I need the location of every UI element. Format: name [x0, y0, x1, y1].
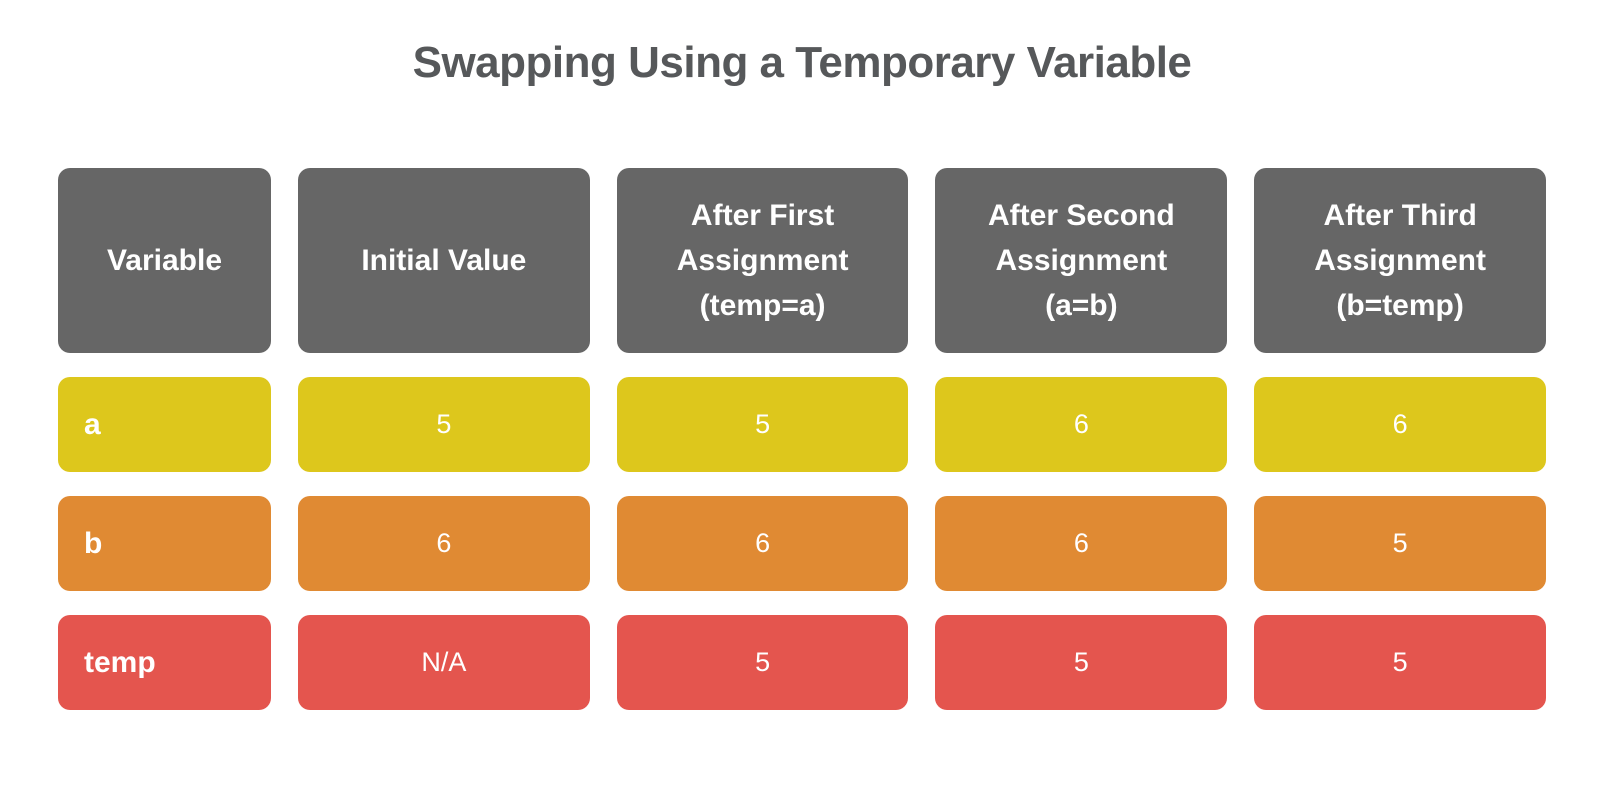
- swap-table: Variable Initial Value After First Assig…: [58, 168, 1546, 710]
- cell-a-after-first: 5: [616, 377, 909, 472]
- cell-a-initial: 5: [297, 377, 590, 472]
- cell-temp-after-second: 5: [935, 615, 1228, 710]
- cell-b-after-third: 5: [1254, 496, 1546, 591]
- column-header-initial-value: Initial Value: [297, 168, 590, 353]
- cell-temp-after-third: 5: [1254, 615, 1546, 710]
- cell-b-after-second: 6: [935, 496, 1228, 591]
- cell-temp-initial: N/A: [297, 615, 590, 710]
- column-header-after-third-assignment: After Third Assignment (b=temp): [1254, 168, 1546, 353]
- column-header-after-second-assignment: After Second Assignment (a=b): [935, 168, 1228, 353]
- column-header-variable: Variable: [58, 168, 271, 353]
- infographic-page: Swapping Using a Temporary Variable Vari…: [0, 38, 1604, 800]
- row-label-b: b: [58, 496, 271, 591]
- cell-b-initial: 6: [297, 496, 590, 591]
- cell-temp-after-first: 5: [616, 615, 909, 710]
- row-label-temp: temp: [58, 615, 271, 710]
- cell-a-after-second: 6: [935, 377, 1228, 472]
- row-label-a: a: [58, 377, 271, 472]
- cell-a-after-third: 6: [1254, 377, 1546, 472]
- page-title: Swapping Using a Temporary Variable: [412, 38, 1192, 87]
- cell-b-after-first: 6: [616, 496, 909, 591]
- column-header-after-first-assignment: After First Assignment (temp=a): [616, 168, 909, 353]
